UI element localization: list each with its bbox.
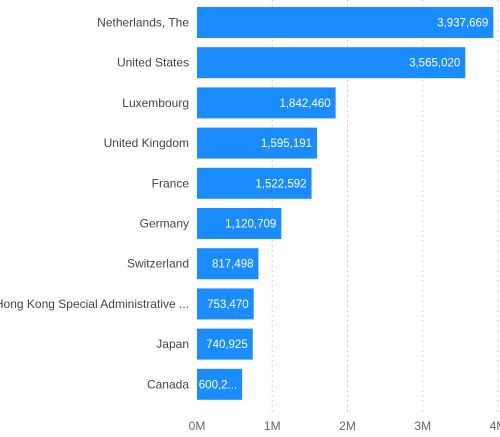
data-label: 1,842,460 [279, 98, 330, 110]
data-label: 817,498 [212, 259, 254, 271]
data-label: 1,595,191 [261, 138, 312, 150]
bar[interactable] [197, 167, 312, 199]
bar[interactable] [197, 87, 336, 119]
gridlines [271, 0, 499, 413]
data-label: 600,2... [199, 379, 237, 391]
category-label: United Kingdom [104, 136, 189, 150]
category-label: Germany [140, 217, 189, 231]
category-label: United States [117, 56, 189, 70]
bar[interactable] [197, 47, 466, 79]
x-tick-label: 4M [490, 419, 500, 433]
category-labels: Netherlands, The United States Luxembourg U… [0, 16, 189, 392]
bar[interactable] [197, 7, 494, 38]
category-label: France [152, 176, 190, 190]
category-label: Netherlands, The [97, 16, 189, 30]
bar[interactable] [197, 328, 253, 360]
x-axis-ticks: 0M 1M 2M 3M 4M [189, 419, 500, 433]
category-label: Japan [156, 337, 189, 351]
category-label: Switzerland [127, 257, 189, 271]
bar[interactable] [197, 288, 254, 320]
data-label: 3,565,020 [409, 58, 460, 70]
category-label: Canada [147, 377, 189, 391]
bar[interactable] [197, 248, 259, 280]
bar[interactable] [197, 368, 243, 400]
x-tick-label: 2M [339, 419, 356, 433]
data-label: 3,937,669 [437, 18, 488, 30]
data-label: 1,120,709 [225, 219, 276, 231]
x-tick-label: 0M [189, 419, 206, 433]
bar[interactable] [197, 127, 318, 159]
x-tick-label: 3M [414, 419, 431, 433]
value-labels: 3,937,669 3,565,020 1,842,460 1,595,191 1,52… [199, 18, 489, 392]
data-label: 740,925 [206, 339, 248, 351]
data-label: 1,522,592 [255, 178, 306, 190]
category-label: Luxembourg [122, 96, 189, 110]
x-tick-label: 1M [264, 419, 281, 433]
bars [197, 7, 494, 400]
data-label: 753,470 [207, 299, 249, 311]
bar[interactable] [197, 208, 282, 239]
category-label: Hong Kong Special Administrative ... [0, 297, 189, 311]
